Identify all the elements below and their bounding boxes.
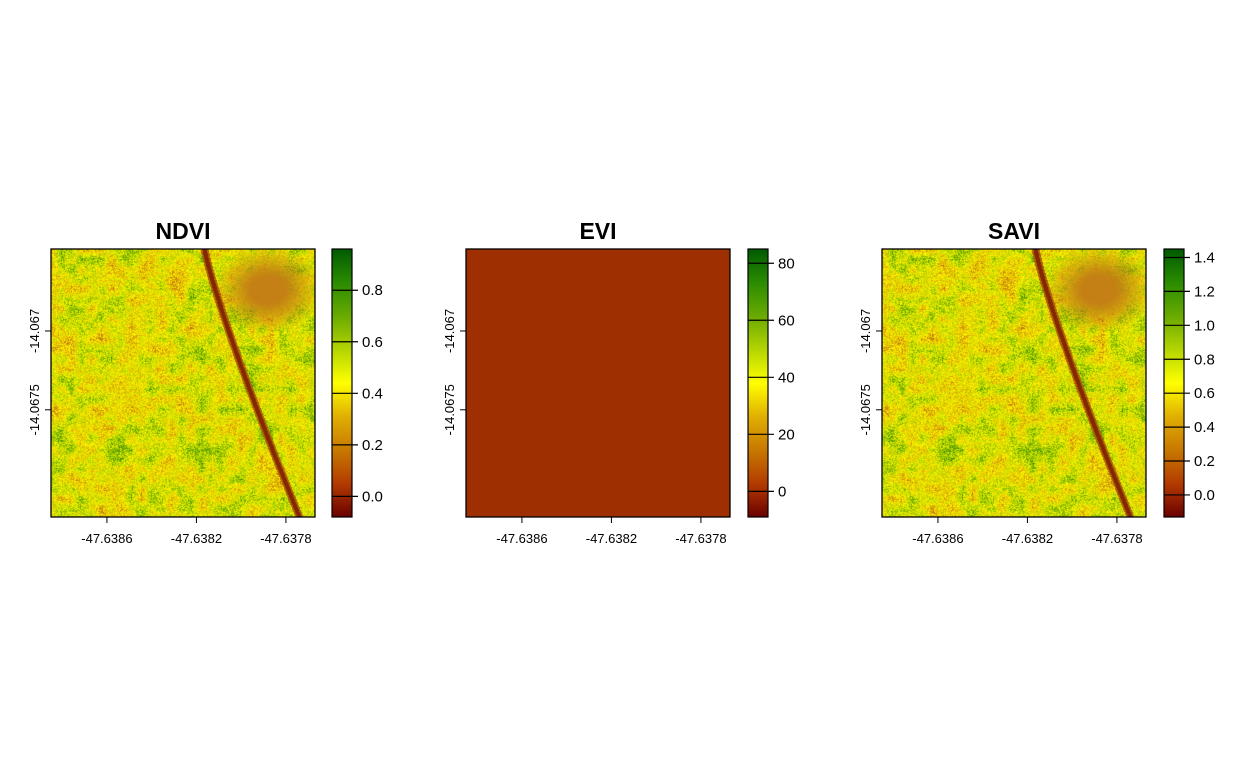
legend-tick-label: 0.0 xyxy=(1194,487,1215,504)
legend-tick-label: 1.0 xyxy=(1194,317,1215,334)
legend-tick-label: 0.6 xyxy=(1194,385,1215,402)
x-tick-label: -47.6386 xyxy=(81,531,132,546)
legend-tick-label: 40 xyxy=(778,369,795,386)
y-tick-label: -14.0675 xyxy=(858,384,873,435)
y-tick-label: -14.067 xyxy=(27,309,42,353)
x-tick-label: -47.6378 xyxy=(1091,531,1142,546)
x-tick-label: -47.6386 xyxy=(496,531,547,546)
legend-tick-label: 0.6 xyxy=(362,334,383,351)
y-tick-label: -14.067 xyxy=(442,309,457,353)
legend-tick-label: 0.0 xyxy=(362,488,383,505)
raster-image xyxy=(51,249,315,517)
legend-gradient xyxy=(1163,248,1185,518)
legend-gradient xyxy=(747,248,769,518)
x-tick-label: -47.6382 xyxy=(1002,531,1053,546)
legend-tick-label: 0.2 xyxy=(1194,453,1215,470)
legend-gradient xyxy=(331,248,353,518)
legend-tick-label: 60 xyxy=(778,312,795,329)
legend-tick-label: 0 xyxy=(778,483,786,500)
legend-tick-label: 0.8 xyxy=(362,282,383,299)
plot-frame xyxy=(465,248,731,518)
panel-savi: SAVI -47.6386 -47.6382 -47.6378 -14.067 -14.0… xyxy=(858,218,1215,546)
legend-colorbar: 0.0 0.2 0.4 0.6 0.8 1.0 1.2 1.4 xyxy=(1163,248,1215,518)
raster-image xyxy=(466,249,730,517)
legend-tick-label: 0.4 xyxy=(1194,419,1215,436)
x-tick-label: -47.6382 xyxy=(586,531,637,546)
plot-frame xyxy=(881,248,1147,518)
legend-colorbar: 0 20 40 60 80 xyxy=(747,248,795,518)
x-tick-label: -47.6378 xyxy=(675,531,726,546)
panel-ndvi: NDVI -47.6386 -47.6382 -47.6378 -14.067 -14.0… xyxy=(27,218,383,546)
panel-title: NDVI xyxy=(156,218,211,244)
legend-colorbar: 0.0 0.2 0.4 0.6 0.8 xyxy=(331,248,383,518)
legend-tick-label: 0.2 xyxy=(362,437,383,454)
legend-tick-label: 20 xyxy=(778,426,795,443)
panel-evi: EVI -47.6386 -47.6382 -47.6378 -14.067 -14.06… xyxy=(442,218,795,546)
x-tick-label: -47.6382 xyxy=(171,531,222,546)
x-tick-label: -47.6386 xyxy=(912,531,963,546)
panel-title: EVI xyxy=(579,218,616,244)
y-tick-label: -14.0675 xyxy=(442,384,457,435)
legend-tick-label: 0.8 xyxy=(1194,351,1215,368)
x-tick-label: -47.6378 xyxy=(260,531,311,546)
y-tick-label: -14.067 xyxy=(858,309,873,353)
legend-tick-label: 1.4 xyxy=(1194,249,1215,266)
raster-image xyxy=(882,249,1146,517)
y-tick-label: -14.0675 xyxy=(27,384,42,435)
plot-frame xyxy=(50,248,316,518)
legend-tick-label: 1.2 xyxy=(1194,283,1215,300)
legend-tick-label: 80 xyxy=(778,255,795,272)
legend-tick-label: 0.4 xyxy=(362,385,383,402)
panel-title: SAVI xyxy=(988,218,1040,244)
